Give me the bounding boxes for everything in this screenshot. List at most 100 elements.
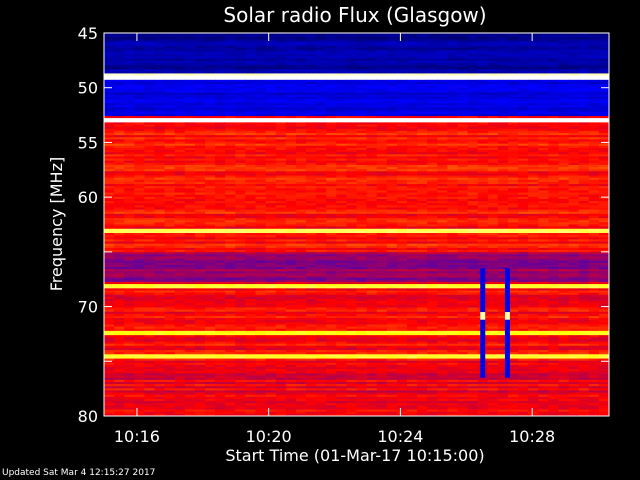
heatmap-cell bbox=[174, 71, 186, 74]
heatmap-cell bbox=[104, 90, 115, 94]
heatmap-cell bbox=[124, 177, 135, 181]
heatmap-cell bbox=[386, 224, 398, 228]
heatmap-cell bbox=[104, 115, 115, 119]
heatmap-cell bbox=[396, 230, 408, 234]
heatmap-cell bbox=[194, 75, 206, 79]
heatmap-cell bbox=[225, 77, 236, 81]
heatmap-cell bbox=[598, 64, 609, 68]
heatmap-cell bbox=[316, 62, 327, 66]
heatmap-cell bbox=[154, 152, 166, 155]
heatmap-cell bbox=[174, 162, 186, 166]
heatmap-cell bbox=[497, 56, 509, 60]
heatmap-cell bbox=[528, 71, 539, 74]
heatmap-cell bbox=[497, 152, 509, 155]
heatmap-cell bbox=[174, 209, 186, 213]
heatmap-cell bbox=[174, 130, 186, 134]
heatmap-cell bbox=[508, 167, 519, 170]
heatmap-cell bbox=[568, 175, 580, 179]
heatmap-cell bbox=[598, 35, 609, 38]
heatmap-cell bbox=[487, 179, 499, 183]
heatmap-cell bbox=[376, 162, 388, 166]
heatmap-cell bbox=[164, 224, 176, 228]
heatmap-cell bbox=[245, 143, 256, 147]
heatmap-cell bbox=[427, 181, 438, 185]
heatmap-cell bbox=[144, 94, 155, 98]
heatmap-cell bbox=[194, 109, 206, 113]
heatmap-cell bbox=[194, 224, 206, 228]
heatmap-cell bbox=[235, 196, 246, 200]
heatmap-cell bbox=[235, 186, 246, 189]
heatmap-cell bbox=[184, 62, 196, 66]
heatmap-cell bbox=[295, 58, 307, 62]
heatmap-cell bbox=[174, 222, 186, 225]
heatmap-cell bbox=[396, 62, 408, 66]
heatmap-cell bbox=[205, 54, 216, 57]
heatmap-cell bbox=[548, 145, 559, 149]
heatmap-cell bbox=[235, 241, 246, 245]
heatmap-cell bbox=[447, 77, 458, 81]
heatmap-cell bbox=[396, 43, 408, 47]
heatmap-cell bbox=[588, 239, 600, 243]
heatmap-cell bbox=[346, 105, 357, 108]
heatmap-cell bbox=[518, 126, 529, 130]
heatmap-cell bbox=[528, 177, 539, 181]
heatmap-cell bbox=[407, 39, 418, 43]
heatmap-cell bbox=[396, 143, 408, 147]
heatmap-cell bbox=[265, 224, 277, 228]
heatmap-cell bbox=[548, 56, 559, 60]
heatmap-cell bbox=[194, 103, 206, 106]
heatmap-cell bbox=[306, 226, 317, 230]
heatmap-cell bbox=[306, 141, 317, 145]
heatmap-cell bbox=[255, 203, 267, 206]
heatmap-cell bbox=[487, 218, 499, 221]
heatmap-cell bbox=[194, 177, 206, 181]
heatmap-cell bbox=[356, 169, 368, 172]
heatmap-cell bbox=[265, 201, 277, 204]
heatmap-cell bbox=[396, 237, 408, 240]
heatmap-cell bbox=[225, 101, 236, 104]
heatmap-cell bbox=[427, 203, 438, 206]
heatmap-cell bbox=[407, 122, 418, 125]
heatmap-cell bbox=[376, 113, 388, 117]
heatmap-cell bbox=[205, 143, 216, 147]
heatmap-cell bbox=[275, 135, 287, 138]
heatmap-cell bbox=[508, 56, 519, 60]
heatmap-cell bbox=[407, 60, 418, 64]
heatmap-cell bbox=[336, 75, 347, 79]
heatmap-cell bbox=[275, 98, 287, 102]
heatmap-cell bbox=[376, 143, 388, 147]
heatmap-cell bbox=[467, 43, 479, 47]
heatmap-cell bbox=[225, 181, 236, 185]
heatmap-cell bbox=[578, 135, 590, 138]
heatmap-cell bbox=[366, 111, 378, 115]
heatmap-cell bbox=[104, 158, 115, 162]
heatmap-cell bbox=[518, 156, 529, 160]
heatmap-cell bbox=[306, 128, 317, 132]
heatmap-cell bbox=[457, 184, 469, 187]
heatmap-cell bbox=[265, 86, 277, 89]
heatmap-cell bbox=[447, 235, 458, 238]
heatmap-cell bbox=[396, 86, 408, 89]
heatmap-cell bbox=[588, 156, 600, 160]
heatmap-cell bbox=[285, 54, 297, 57]
heatmap-cell bbox=[134, 84, 145, 87]
heatmap-cell bbox=[528, 111, 539, 115]
heatmap-cell bbox=[235, 64, 246, 68]
heatmap-cell bbox=[497, 201, 509, 204]
heatmap-cell bbox=[215, 71, 226, 74]
heatmap-cell bbox=[447, 233, 458, 236]
heatmap-cell bbox=[447, 47, 458, 51]
heatmap-cell bbox=[518, 213, 529, 217]
heatmap-cell bbox=[255, 143, 267, 147]
heatmap-cell bbox=[265, 209, 277, 213]
heatmap-cell bbox=[124, 218, 135, 221]
heatmap-cell bbox=[144, 209, 155, 213]
heatmap-cell bbox=[346, 90, 357, 94]
heatmap-cell bbox=[316, 52, 327, 55]
heatmap-cell bbox=[356, 86, 368, 89]
heatmap-cell bbox=[245, 184, 256, 187]
heatmap-cell bbox=[578, 164, 590, 168]
heatmap-cell bbox=[508, 152, 519, 155]
heatmap-cell bbox=[184, 67, 196, 70]
heatmap-cell bbox=[568, 215, 580, 219]
